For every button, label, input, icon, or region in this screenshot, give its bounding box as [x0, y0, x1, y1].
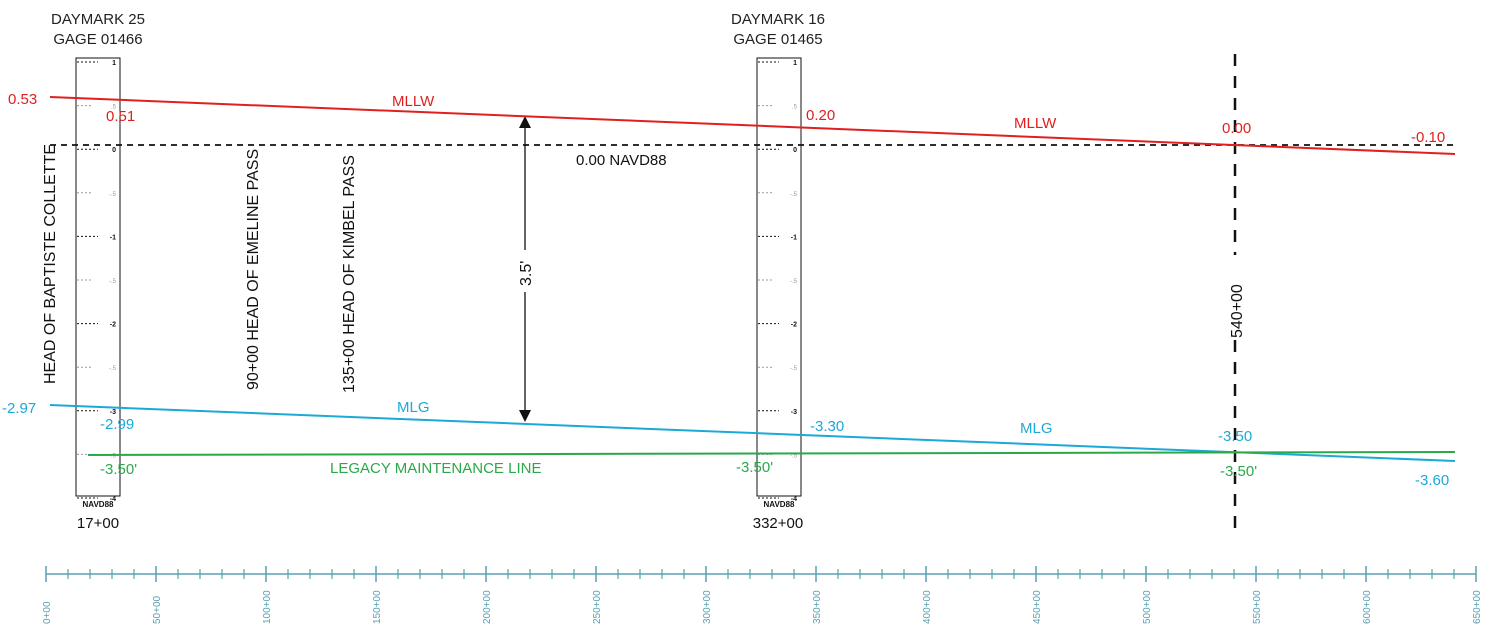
gage-1-tick-label: -.5 — [109, 453, 117, 459]
gage-2-tick-label: -1 — [791, 234, 797, 241]
gage-1-tick-label: 1 — [112, 60, 116, 67]
axis-tick-label: 150+00 — [372, 590, 383, 624]
dimension-label: 3.5' — [518, 261, 535, 286]
gage-2-tick-label: -.5 — [790, 279, 798, 285]
axis-tick-label: 500+00 — [1142, 590, 1153, 624]
dimension-arrow-down — [519, 410, 531, 422]
axis-tick-label: 350+00 — [812, 590, 823, 624]
landmark-kimbel-pass: 135+00 HEAD OF KIMBEL PASS — [341, 155, 358, 393]
gage-2-station-label: 332+00 — [753, 515, 803, 532]
gage-1-scale: 1 .5 0 -.5 -1 -.5 -2 -.5 -3 -.5 -4 — [77, 60, 117, 503]
legacy-value-1: -3.50' — [736, 459, 773, 476]
gage-1-title: DAYMARK 25 — [51, 11, 145, 28]
axis-tick-label: 550+00 — [1252, 590, 1263, 624]
mlg-label-1: MLG — [397, 399, 430, 416]
legacy-label: LEGACY MAINTENANCE LINE — [330, 460, 541, 477]
mlg-value-0: -2.97 — [2, 400, 36, 417]
gage-1-tick-label: -2 — [110, 322, 116, 329]
gage-2-tick-label: -3 — [791, 409, 797, 416]
navd88-zero-label: 0.00 NAVD88 — [576, 152, 667, 169]
axis-tick-label: 650+00 — [1472, 590, 1483, 624]
axis-tick-label: 250+00 — [592, 590, 603, 624]
mlg-value-1: -2.99 — [100, 416, 134, 433]
axis-tick-label: 200+00 — [482, 590, 493, 624]
mlg-value-2: -3.30 — [810, 418, 844, 435]
mlg-label-2: MLG — [1020, 420, 1053, 437]
gage-1-tick-label: 0 — [112, 147, 116, 154]
gage-1-tick-label: -.5 — [109, 366, 117, 372]
gage-1-tick-label: -.5 — [109, 192, 117, 198]
station-axis: 0+00 50+00 100+00 150+00 200+00 250+00 300+00 3… — [42, 566, 1483, 624]
gage-2-tick-label: -4 — [791, 496, 797, 503]
legacy-value-0: -3.50' — [100, 461, 137, 478]
landmark-emeline-pass: 90+00 HEAD OF EMELINE PASS — [245, 149, 262, 390]
gage-2-tick-label: -.5 — [790, 453, 798, 459]
mllw-line — [49, 96, 1456, 155]
gage-1-tick-label: .5 — [111, 105, 117, 111]
axis-tick-label: 50+00 — [152, 595, 163, 624]
gage-1-tick-label: -.5 — [109, 279, 117, 285]
station-540-label-bg — [1226, 255, 1244, 339]
gage-2-tick-label: -.5 — [790, 192, 798, 198]
gage-1-datum-label: NAVD88 — [83, 500, 115, 509]
mllw-value-1: 0.51 — [106, 108, 135, 125]
dimension-arrow-up — [519, 116, 531, 128]
mllw-label-2: MLLW — [1014, 115, 1057, 132]
axis-tick-label: 0+00 — [42, 601, 53, 624]
gage-daymark-16: DAYMARK 16 GAGE 01465 1 .5 0 -.5 -1 -.5 -2 -.5 -… — [731, 11, 825, 532]
mllw-value-0: 0.53 — [8, 91, 37, 108]
gage-2-tick-label: .5 — [792, 105, 798, 111]
gage-2-staff — [756, 57, 802, 497]
station-540-label: 540+00 — [1229, 284, 1246, 338]
gage-1-tick-label: -3 — [110, 409, 116, 416]
gage-2-tick-label: -2 — [791, 322, 797, 329]
mlg-value-3: -3.50 — [1218, 428, 1252, 445]
mllw-value-4: -0.10 — [1411, 129, 1445, 146]
axis-tick-label: 600+00 — [1362, 590, 1373, 624]
depth-dimension: 3.5' — [518, 116, 535, 422]
mllw-label-1: MLLW — [392, 93, 435, 110]
legacy-value-2: -3.50' — [1220, 463, 1257, 480]
axis-tick-label: 300+00 — [702, 590, 713, 624]
gage-1-station-label: 17+00 — [77, 515, 119, 532]
landmark-baptiste-collette: HEAD OF BAPTISTE COLLETTE — [42, 144, 59, 384]
gage-2-subtitle: GAGE 01465 — [733, 31, 822, 48]
legacy-maintenance-line — [87, 451, 1456, 456]
gage-daymark-25: DAYMARK 25 GAGE 01466 1 .5 0 -.5 -1 -.5 -2 -.5 -… — [51, 11, 145, 532]
gage-1-staff — [75, 57, 121, 497]
mlg-value-4: -3.60 — [1415, 472, 1449, 489]
gage-2-tick-label: -.5 — [790, 366, 798, 372]
axis-tick-label: 400+00 — [922, 590, 933, 624]
gage-1-tick-label: -4 — [110, 496, 116, 503]
gage-2-scale: 1 .5 0 -.5 -1 -.5 -2 -.5 -3 -.5 -4 — [758, 60, 798, 503]
gage-2-tick-label: 1 — [793, 60, 797, 67]
gage-1-tick-label: -1 — [110, 234, 116, 241]
gage-2-datum-label: NAVD88 — [764, 500, 796, 509]
gage-2-title: DAYMARK 16 — [731, 11, 825, 28]
gage-1-subtitle: GAGE 01466 — [53, 31, 142, 48]
mllw-value-3: 0.00 — [1222, 120, 1251, 137]
axis-tick-label: 450+00 — [1032, 590, 1043, 624]
mllw-value-2: 0.20 — [806, 107, 835, 124]
axis-tick-label: 100+00 — [262, 590, 273, 624]
gage-2-tick-label: 0 — [793, 147, 797, 154]
